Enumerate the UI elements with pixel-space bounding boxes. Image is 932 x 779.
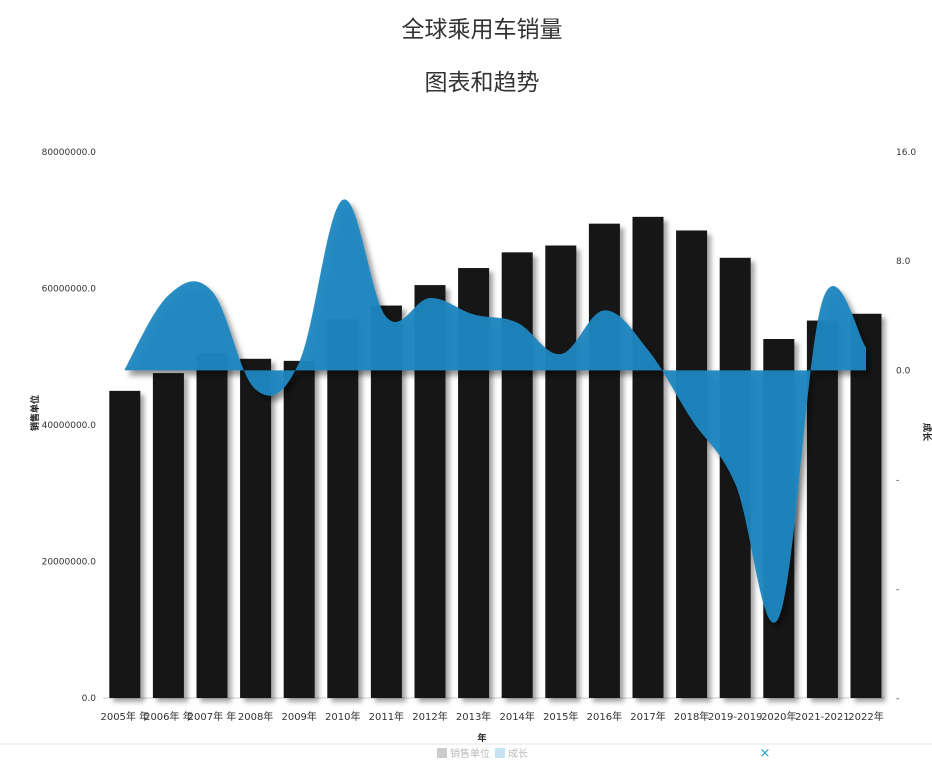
bar[interactable] xyxy=(327,319,359,698)
x-tick-label: 2022年 xyxy=(848,710,883,723)
legend-label-growth: 成长 xyxy=(508,748,528,760)
y2-tick-label: - xyxy=(896,476,899,486)
growth-area[interactable] xyxy=(124,199,867,623)
x-tick-label: 2018年 xyxy=(674,710,709,723)
x-axis-title: 年 xyxy=(477,732,486,744)
bar[interactable] xyxy=(283,360,315,698)
y2-tick-label: 8.0 xyxy=(896,257,911,267)
x-tick-label: 2012年 xyxy=(412,710,447,723)
bar[interactable] xyxy=(370,305,402,698)
chart-subtitle: 图表和趋势 xyxy=(425,70,540,96)
x-tick-label: 2008年 xyxy=(238,710,273,723)
y2-tick-label: 16.0 xyxy=(896,148,916,158)
y2-tick-label: - xyxy=(896,585,899,595)
legend-close-icon[interactable]: × xyxy=(760,746,771,761)
bar[interactable] xyxy=(152,373,184,698)
bar[interactable] xyxy=(676,230,708,699)
secondary-y-axis-title: 成长 xyxy=(921,423,932,442)
legend-label-sales: 销售单位 xyxy=(450,747,490,760)
y-tick-label: 0.0 xyxy=(82,694,97,704)
bar[interactable] xyxy=(240,358,272,698)
bar[interactable] xyxy=(850,313,882,698)
x-tick-label: 2017年 xyxy=(630,710,665,723)
secondary-y-axis: - - - 0.0 8.0 16.0 xyxy=(896,148,916,704)
x-tick-label: 2016年 xyxy=(587,710,622,723)
y2-tick-label: 0.0 xyxy=(896,366,911,376)
y-tick-label: 80000000.0 xyxy=(42,148,97,158)
x-tick-label: 2007年 年 xyxy=(188,710,237,723)
bar[interactable] xyxy=(196,353,228,698)
x-tick-label: 2006年 年 xyxy=(144,710,193,723)
legend-swatch-growth xyxy=(495,748,505,758)
y-tick-label: 20000000.0 xyxy=(42,558,97,568)
y-axis: 0.0 20000000.0 40000000.0 60000000.0 8000000… xyxy=(42,148,97,704)
bar[interactable] xyxy=(806,320,838,698)
y2-tick-label: - xyxy=(896,694,899,704)
legend-item-sales[interactable]: 销售单位 xyxy=(437,747,490,760)
x-tick-label: 2009年 xyxy=(281,710,316,723)
legend: 销售单位 成长 xyxy=(437,747,528,760)
x-tick-label: 2011年 xyxy=(369,710,404,723)
bar[interactable] xyxy=(588,223,620,698)
x-tick-label: 2020年 xyxy=(761,710,796,723)
bar[interactable] xyxy=(632,216,664,698)
y-axis-title: 销售单位 xyxy=(29,395,41,431)
legend-item-growth[interactable]: 成长 xyxy=(495,748,528,760)
x-tick-label: 2014年 xyxy=(499,710,534,723)
x-tick-label: 2010年 xyxy=(325,710,360,723)
x-tick-label: 2021-2021 xyxy=(795,712,850,723)
x-tick-label: 2019-2019 xyxy=(708,712,763,723)
y-tick-label: 40000000.0 xyxy=(42,421,97,431)
bar-series xyxy=(109,216,882,699)
legend-swatch-sales xyxy=(437,748,447,758)
bar[interactable] xyxy=(545,245,577,698)
bar[interactable] xyxy=(109,390,141,698)
chart-title: 全球乘用车销量 xyxy=(402,17,563,43)
y-tick-label: 60000000.0 xyxy=(42,285,97,295)
x-tick-label: 2015年 xyxy=(543,710,578,723)
x-tick-label: 2005年 年 xyxy=(100,710,149,723)
x-tick-label: 2013年 xyxy=(456,710,491,723)
growth-area-series xyxy=(124,199,867,623)
